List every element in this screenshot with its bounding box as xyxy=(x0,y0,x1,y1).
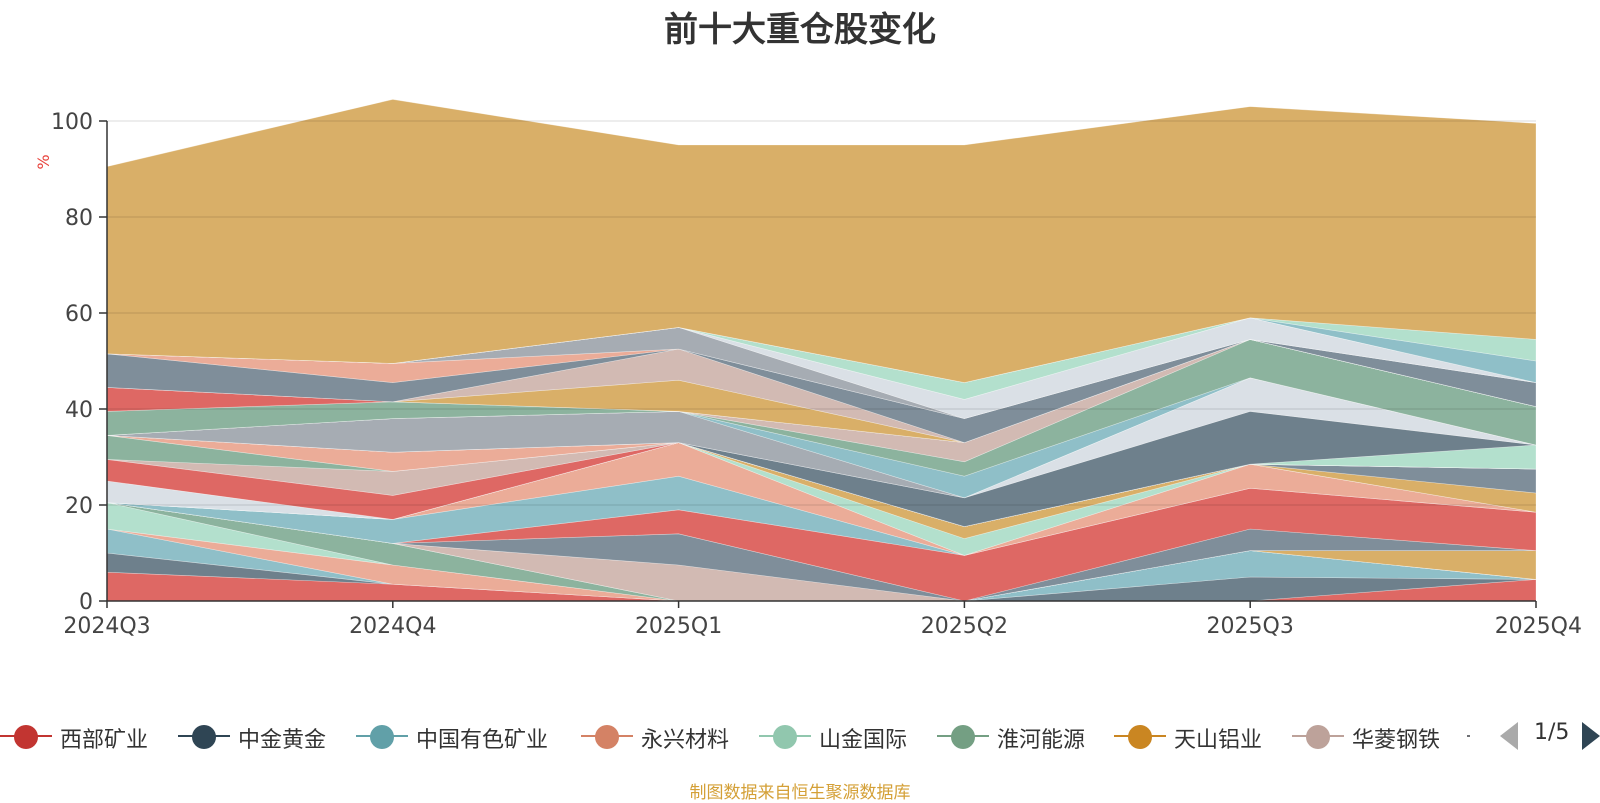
y-tick-label: 40 xyxy=(65,398,93,423)
legend-item[interactable]: 西部矿业 xyxy=(0,718,152,754)
y-tick-label: 80 xyxy=(65,206,93,231)
area-series-s21 xyxy=(106,435,1537,527)
legend-marker-icon xyxy=(773,725,797,749)
legend-line-icon xyxy=(1467,735,1470,737)
legend-item[interactable]: 中国有色矿业 xyxy=(356,718,554,754)
area-series-s02 xyxy=(106,552,1537,602)
legend-item[interactable] xyxy=(1467,718,1470,754)
legend-marker-icon xyxy=(14,725,38,749)
legend-marker-icon xyxy=(595,725,619,749)
y-tick-label: 0 xyxy=(79,590,93,615)
area-series-s03 xyxy=(106,528,1537,602)
y-tick-label: 60 xyxy=(65,302,93,327)
legend-label: 中金黄金 xyxy=(238,728,327,753)
x-tick-label: 2025Q3 xyxy=(1207,614,1294,639)
x-tick-label: 2025Q4 xyxy=(1495,614,1582,639)
x-tick-label: 2024Q4 xyxy=(349,614,436,639)
legend-label: 天山铝业 xyxy=(1174,728,1263,753)
legend-item[interactable]: 中金黄金 xyxy=(178,718,330,754)
legend-label: 淮河能源 xyxy=(997,728,1086,753)
legend-label: 西部矿业 xyxy=(60,728,149,753)
chart-title: 前十大重仓股变化 xyxy=(664,10,936,50)
legend-page-indicator: 1/5 xyxy=(1534,720,1570,745)
x-tick-label: 2025Q1 xyxy=(635,614,722,639)
legend-marker-icon xyxy=(370,725,394,749)
y-tick-label: 20 xyxy=(65,494,93,519)
area-series-s07 xyxy=(106,502,1537,602)
legend-marker-icon xyxy=(1306,725,1330,749)
legend-item[interactable]: 山金国际 xyxy=(759,718,911,754)
area-series-s10 xyxy=(106,487,1537,602)
area-series-s37 xyxy=(106,317,1537,383)
x-tick-label: 2024Q3 xyxy=(63,614,150,639)
legend-marker-icon xyxy=(1128,725,1152,749)
axes: 0 20 40 60 80 100 2024Q3 2024Q4 2025Q1 2025Q2 2025… xyxy=(34,110,1582,639)
legend-marker-icon xyxy=(951,725,975,749)
legend-item[interactable]: 华菱钢铁 xyxy=(1292,718,1444,754)
legend-marker-icon xyxy=(192,725,216,749)
legend-item[interactable]: 淮河能源 xyxy=(937,718,1089,754)
legend-label: 华菱钢铁 xyxy=(1352,728,1441,753)
y-tick-label: 100 xyxy=(51,110,93,135)
series-areas xyxy=(106,99,1537,602)
legend-label: 永兴材料 xyxy=(641,728,730,753)
x-tick-label: 2025Q2 xyxy=(921,614,1008,639)
y-axis-label: % xyxy=(34,154,53,169)
legend-next-page-icon[interactable] xyxy=(1582,722,1600,750)
legend-item[interactable]: 永兴材料 xyxy=(581,718,733,754)
legend-label: 山金国际 xyxy=(819,728,908,753)
legend-pager: 1/5 xyxy=(1500,718,1600,754)
data-source-note: 制图数据来自恒生聚源数据库 xyxy=(689,783,911,803)
gridlines xyxy=(107,120,1536,506)
legend-label: 中国有色矿业 xyxy=(416,728,549,753)
area-series-s38 xyxy=(106,317,1537,383)
legend-prev-page-icon[interactable] xyxy=(1500,722,1518,750)
legend: 西部矿业 中金黄金 中国有色矿业 永兴材料 山金国际 淮河能源 天山铝业 华菱钢铁 xyxy=(0,718,1470,754)
area-series-s39 xyxy=(106,99,1537,383)
legend-item[interactable]: 天山铝业 xyxy=(1114,718,1266,754)
area-series-s26 xyxy=(106,339,1537,477)
